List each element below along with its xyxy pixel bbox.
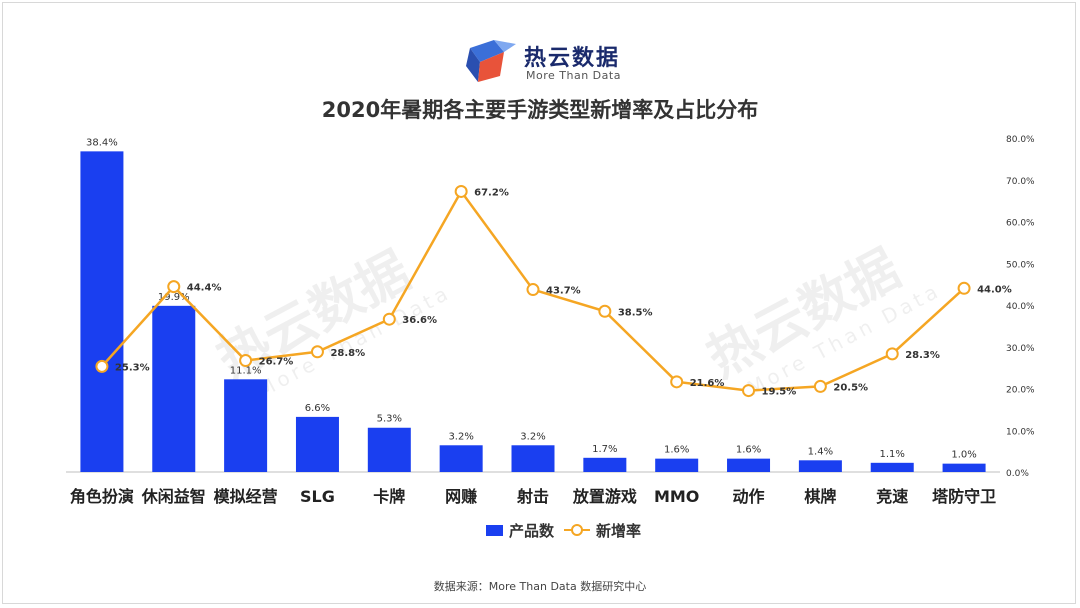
x-axis-category-label: 网赚 xyxy=(445,487,477,506)
bar-value-label: 38.4% xyxy=(86,137,118,148)
x-axis-category-label: MMO xyxy=(654,487,699,506)
chart-title: 2020年暑期各主要手游类型新增率及占比分布 xyxy=(321,98,759,122)
rate-point xyxy=(382,312,396,326)
bar-value-label: 6.6% xyxy=(305,403,330,414)
brand-logo-icon xyxy=(466,40,516,82)
x-axis-category-label: 塔防守卫 xyxy=(932,487,996,506)
bar-value-label: 3.2% xyxy=(448,431,473,442)
bar-休闲益智 xyxy=(152,305,196,472)
rate-value-label: 19.5% xyxy=(762,387,797,398)
bar-卡牌 xyxy=(367,427,411,472)
right-axis-tick-label: 20.0% xyxy=(1006,386,1035,396)
rate-value-label: 26.7% xyxy=(259,357,294,368)
legend-label-bars: 产品数 xyxy=(509,522,555,540)
rate-value-label: 43.7% xyxy=(546,286,581,297)
rate-value-label: 28.3% xyxy=(905,350,940,361)
bar-value-label: 1.7% xyxy=(592,444,617,455)
rate-value-label: 67.2% xyxy=(474,187,509,198)
x-axis-category-label: 角色扮演 xyxy=(70,487,134,506)
bar-棋牌 xyxy=(798,460,842,472)
bar-value-label: 3.2% xyxy=(520,431,545,442)
legend-label-rate: 新增率 xyxy=(596,522,641,540)
rate-point xyxy=(239,354,253,368)
right-axis-tick-label: 70.0% xyxy=(1006,177,1035,187)
rate-value-label: 44.0% xyxy=(977,284,1012,295)
x-axis-category-label: SLG xyxy=(300,487,335,506)
rate-value-label: 20.5% xyxy=(833,382,868,393)
brand-logo: 热云数据 More Than Data xyxy=(464,36,624,92)
brand-tagline: More Than Data xyxy=(526,69,621,82)
rate-point xyxy=(526,283,540,297)
bar-塔防守卫 xyxy=(942,463,986,472)
x-axis-category-label: 卡牌 xyxy=(373,487,405,506)
bar-value-label: 5.3% xyxy=(377,414,402,425)
rate-value-label: 36.6% xyxy=(402,315,437,326)
bar-MMO xyxy=(655,458,699,472)
bar-value-label: 1.4% xyxy=(808,446,833,457)
bar-放置游戏 xyxy=(583,457,627,472)
right-axis-tick-label: 50.0% xyxy=(1006,260,1035,270)
rate-point xyxy=(167,280,181,294)
rate-value-label: 28.8% xyxy=(330,348,365,359)
x-axis-category-label: 动作 xyxy=(733,487,765,506)
x-axis-category-label: 放置游戏 xyxy=(572,487,637,506)
bar-value-label: 1.1% xyxy=(880,449,905,460)
rate-point xyxy=(95,359,109,373)
right-axis-tick-label: 10.0% xyxy=(1006,427,1035,437)
rate-point xyxy=(454,184,468,198)
right-axis-tick-label: 30.0% xyxy=(1006,344,1035,354)
x-axis-category-label: 模拟经营 xyxy=(214,487,278,506)
bar-角色扮演 xyxy=(80,151,124,473)
source-note: 数据来源：More Than Data 数据研究中心 xyxy=(433,580,647,593)
right-axis-tick-label: 60.0% xyxy=(1006,219,1035,229)
bar-竞速 xyxy=(870,462,914,472)
bar-value-label: 1.6% xyxy=(736,445,761,456)
bar-动作 xyxy=(727,458,771,472)
rate-point xyxy=(742,384,756,398)
rate-value-label: 21.6% xyxy=(690,378,725,389)
x-axis-category-label: 棋牌 xyxy=(804,487,836,506)
rate-value-label: 25.3% xyxy=(115,362,150,373)
bar-网赚 xyxy=(439,445,483,472)
right-axis-tick-label: 80.0% xyxy=(1006,135,1035,145)
bar-value-label: 19.9% xyxy=(158,292,190,303)
bar-SLG xyxy=(295,416,339,472)
bar-模拟经营 xyxy=(224,379,268,472)
legend-swatch-bars xyxy=(486,525,503,536)
right-axis-tick-label: 0.0% xyxy=(1006,469,1029,479)
rate-value-label: 38.5% xyxy=(618,307,653,318)
bar-射击 xyxy=(511,445,555,472)
x-axis-category-label: 竞速 xyxy=(876,487,908,506)
bar-value-label: 11.1% xyxy=(230,365,262,376)
brand-name: 热云数据 xyxy=(524,46,621,71)
rate-point xyxy=(310,345,324,359)
x-axis-category-label: 射击 xyxy=(516,487,549,506)
rate-point xyxy=(957,281,971,295)
right-axis-tick-label: 40.0% xyxy=(1006,302,1035,312)
rate-point xyxy=(670,375,684,389)
rate-point xyxy=(885,347,899,361)
bar-value-label: 1.0% xyxy=(951,450,976,461)
legend-marker-rate xyxy=(571,524,583,536)
x-axis-category-label: 休闲益智 xyxy=(141,487,206,506)
rate-point xyxy=(598,304,612,318)
rate-value-label: 44.4% xyxy=(187,283,222,294)
rate-point xyxy=(813,379,827,393)
legend: 产品数 新增率 xyxy=(486,522,641,540)
bar-value-label: 1.6% xyxy=(664,445,689,456)
